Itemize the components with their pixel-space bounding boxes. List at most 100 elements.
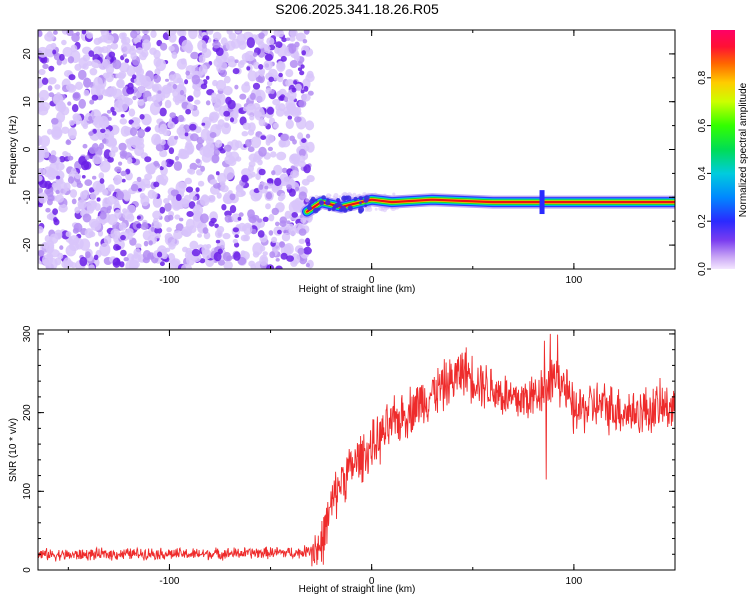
- noise-blob: [184, 79, 189, 85]
- noise-blob: [241, 168, 251, 177]
- noise-blob: [163, 198, 170, 204]
- noise-blob: [197, 233, 202, 238]
- noise-blob: [48, 65, 55, 72]
- noise-blob: [185, 218, 195, 230]
- colorbar-gradient: [711, 30, 735, 269]
- colorbar-tick-label: 0.8: [697, 70, 708, 84]
- noise-blob: [301, 50, 307, 56]
- noise-blob: [267, 146, 273, 152]
- noise-blob: [54, 84, 61, 90]
- noise-blob: [91, 59, 101, 69]
- noise-blob: [205, 75, 210, 80]
- noise-blob: [170, 189, 179, 197]
- noise-blob: [285, 119, 294, 130]
- signal-blob: [363, 198, 369, 203]
- noise-blob: [139, 74, 147, 84]
- noise-blob: [275, 265, 283, 269]
- noise-blob: [86, 60, 93, 66]
- noise-blob: [195, 158, 201, 164]
- colorbar-label: Normalized spectral amplitude: [738, 82, 749, 217]
- noise-blob: [246, 37, 255, 49]
- noise-blob: [118, 222, 127, 231]
- noise-blob: [257, 230, 265, 238]
- noise-blob: [245, 139, 252, 148]
- noise-blob: [164, 99, 172, 109]
- noise-blob: [53, 93, 64, 106]
- noise-blob: [225, 40, 236, 51]
- y-tick-label: 0: [22, 146, 33, 152]
- noise-blob: [182, 246, 188, 253]
- noise-blob: [151, 191, 158, 199]
- noise-blob: [169, 112, 176, 119]
- noise-blob: [199, 213, 209, 224]
- noise-blob: [180, 198, 187, 205]
- noise-blob: [47, 77, 57, 85]
- noise-blob: [236, 33, 247, 46]
- x-tick-label: 100: [566, 275, 583, 286]
- noise-blob: [285, 69, 294, 78]
- noise-blob: [159, 139, 166, 146]
- noise-blob: [235, 184, 242, 193]
- noise-blob: [139, 192, 146, 200]
- noise-blob: [38, 225, 44, 234]
- noise-blob: [65, 244, 77, 257]
- noise-blob: [118, 100, 129, 112]
- noise-blob: [245, 103, 257, 117]
- noise-blob: [213, 251, 222, 262]
- noise-blob: [171, 51, 178, 59]
- noise-blob: [123, 193, 131, 202]
- noise-blob: [275, 41, 283, 49]
- noise-blob: [215, 239, 221, 244]
- noise-blob: [182, 228, 192, 237]
- noise-blob: [94, 241, 99, 247]
- noise-blob: [190, 133, 199, 142]
- noise-blob: [51, 118, 59, 125]
- noise-blob: [270, 90, 275, 95]
- noise-blob: [201, 244, 210, 255]
- noise-blob: [232, 227, 239, 233]
- noise-blob: [198, 54, 206, 64]
- noise-blob: [38, 187, 43, 194]
- noise-blob: [99, 242, 111, 257]
- noise-blob: [107, 184, 115, 192]
- noise-blob: [266, 80, 273, 87]
- noise-blob: [132, 95, 137, 101]
- noise-blob: [39, 135, 50, 148]
- noise-blob: [112, 111, 117, 116]
- noise-blob: [185, 186, 194, 193]
- noise-blob: [279, 241, 285, 248]
- noise-blob: [215, 124, 222, 130]
- noise-blob: [119, 118, 128, 125]
- noise-blob: [58, 203, 68, 213]
- noise-blob: [74, 206, 81, 214]
- noise-blob: [151, 94, 162, 104]
- noise-blob: [220, 37, 228, 46]
- noise-blob: [258, 184, 264, 190]
- noise-blob: [272, 98, 281, 106]
- noise-blob: [241, 52, 251, 62]
- signal-blob: [307, 205, 312, 211]
- halo-dot: [332, 195, 336, 199]
- noise-blob: [221, 122, 231, 135]
- noise-blob: [153, 181, 160, 188]
- noise-blob: [65, 231, 72, 238]
- noise-blob: [248, 122, 256, 132]
- noise-blob: [250, 92, 256, 100]
- noise-blob: [191, 74, 201, 85]
- noise-blob: [221, 204, 227, 211]
- noise-blob: [210, 195, 216, 201]
- noise-blob: [250, 171, 256, 178]
- noise-blob: [133, 252, 139, 259]
- noise-blob: [289, 30, 298, 37]
- noise-blob: [127, 233, 133, 241]
- noise-blob: [201, 122, 206, 126]
- noise-blob: [119, 150, 126, 157]
- noise-blob: [168, 259, 180, 269]
- noise-blob: [77, 199, 87, 210]
- noise-blob: [179, 217, 184, 222]
- noise-blob: [51, 126, 62, 140]
- noise-blob: [202, 227, 209, 234]
- noise-blob: [88, 50, 95, 57]
- noise-blob: [69, 262, 77, 269]
- noise-blob: [172, 83, 178, 90]
